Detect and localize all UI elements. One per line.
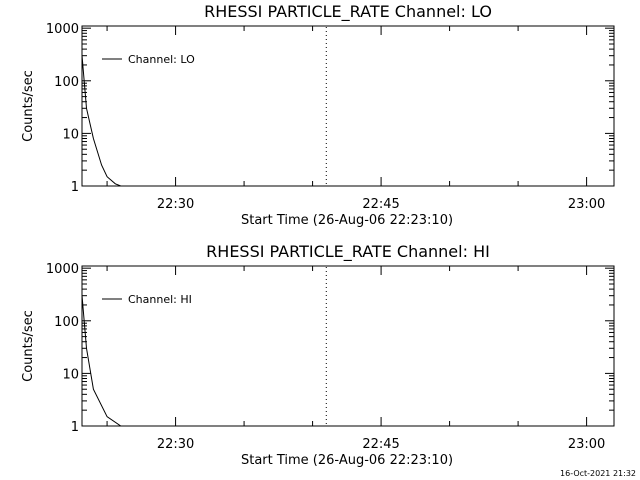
x-tick-label: 22:30 — [157, 197, 194, 212]
y-tick-label: 1000 — [46, 262, 79, 277]
generation-timestamp: 16-Oct-2021 21:32 — [560, 469, 636, 478]
y-axis-label: Counts/sec — [21, 310, 36, 382]
x-axis-label: Start Time (26-Aug-06 22:23:10) — [241, 453, 453, 468]
y-tick-label: 10 — [62, 127, 79, 142]
x-tick-label: 22:30 — [157, 437, 194, 452]
x-tick-label: 22:45 — [362, 437, 399, 452]
legend-label: Channel: HI — [128, 293, 192, 306]
y-tick-label: 10 — [62, 367, 79, 382]
chart-panel-lo: RHESSI PARTICLE_RATE Channel: LO 1 10 100 10… — [21, 2, 615, 228]
series-line-0 — [82, 289, 614, 426]
y-axis-label: Counts/sec — [21, 70, 36, 142]
chart-title: RHESSI PARTICLE_RATE Channel: LO — [204, 2, 492, 22]
x-axis-label: Start Time (26-Aug-06 22:23:10) — [241, 213, 453, 228]
x-tick-label: 23:00 — [568, 437, 605, 452]
y-tick-label: 1 — [71, 180, 79, 195]
y-tick-label: 100 — [54, 75, 79, 90]
legend-label: Channel: LO — [128, 53, 195, 66]
x-tick-label: 23:00 — [568, 197, 605, 212]
chart-panel-hi: RHESSI PARTICLE_RATE Channel: HI 1 10 100 10… — [21, 242, 615, 468]
plot-frame — [81, 25, 615, 187]
y-tick-label: 100 — [54, 315, 79, 330]
x-tick-label: 22:45 — [362, 197, 399, 212]
y-tick-label: 1000 — [46, 22, 79, 37]
y-tick-label: 1 — [71, 420, 79, 435]
plot-frame — [81, 265, 615, 427]
chart-title: RHESSI PARTICLE_RATE Channel: HI — [206, 242, 490, 262]
series-line-0 — [82, 49, 614, 186]
